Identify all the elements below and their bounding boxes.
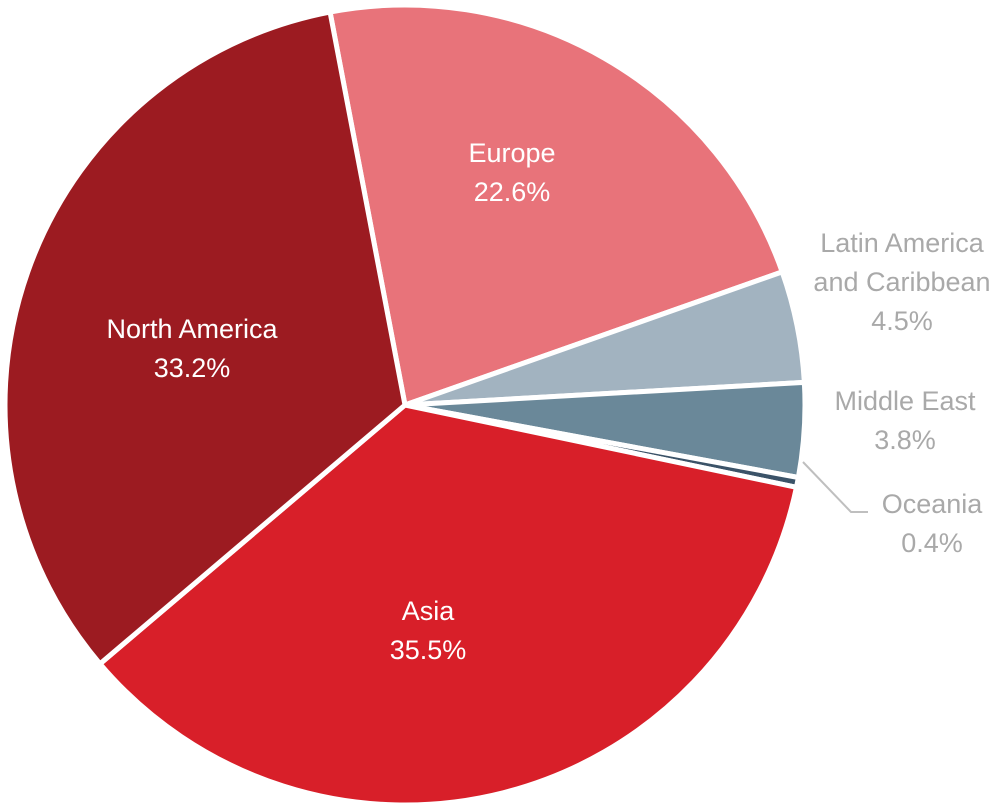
slice-label-asia: Asia 35.5% [390, 596, 467, 665]
slice-value-middle-east: 3.8% [874, 425, 936, 455]
slice-category-latin-america-and-caribbean-2: and Caribbean [813, 267, 990, 297]
pie-slice-europe [327, 2, 785, 408]
slice-label-latin-america-and-caribbean: Latin America and Caribbean 4.5% [813, 228, 990, 336]
slice-category-asia: Asia [402, 596, 456, 626]
leader-line-oceania [802, 461, 868, 513]
slice-value-north-america: 33.2% [154, 353, 231, 383]
slice-label-oceania: Oceania 0.4% [882, 489, 984, 558]
slice-category-latin-america-and-caribbean-1: Latin America [820, 228, 985, 258]
slice-label-middle-east: Middle East 3.8% [834, 386, 976, 455]
slice-value-europe: 22.6% [474, 177, 551, 207]
slice-value-latin-america-and-caribbean: 4.5% [871, 306, 933, 336]
slice-label-north-america: North America 33.2% [106, 314, 278, 383]
slice-value-asia: 35.5% [390, 635, 467, 665]
slice-value-oceania: 0.4% [901, 528, 963, 558]
slice-label-europe: Europe 22.6% [468, 138, 555, 207]
slice-category-oceania: Oceania [882, 489, 984, 519]
slice-category-north-america: North America [106, 314, 278, 344]
pie-slice-asia [97, 402, 799, 808]
pie-slice-north-america [2, 9, 408, 667]
slice-category-europe: Europe [468, 138, 555, 168]
slice-category-middle-east: Middle East [834, 386, 976, 416]
